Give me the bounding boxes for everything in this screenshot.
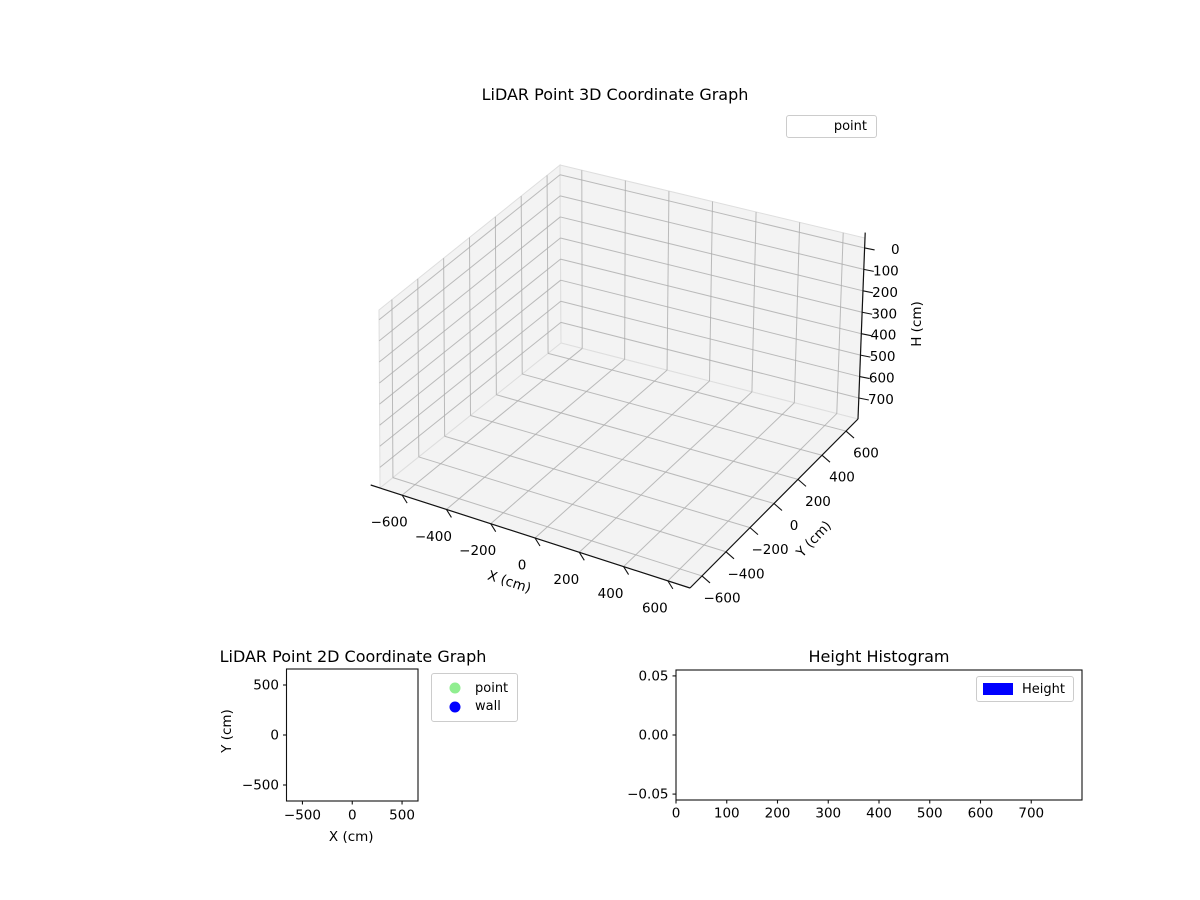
tick-label: 600 [968, 806, 994, 822]
wall-marker-icon [449, 701, 461, 713]
plot2d-legend-item-point: point [441, 679, 508, 698]
tick-label: 600 [853, 446, 879, 462]
tick-label: 0.05 [638, 668, 668, 684]
plot2d-legend: point wall [431, 673, 518, 722]
tick-label: 0 [270, 728, 279, 744]
tick-label: 400 [829, 470, 855, 486]
tick-label: 500 [389, 808, 415, 824]
plot2d-axes: −500 0 500 500 0 −500 X (cm) Y (cm) [219, 668, 419, 845]
plot2d-legend-item-wall: wall [441, 698, 508, 717]
histogram-title: Height Histogram [808, 647, 950, 666]
tick-label: 400 [598, 586, 624, 602]
tick-label: H (cm) [909, 301, 925, 347]
tick-label: 400 [871, 328, 897, 344]
tick-label: 0 [672, 806, 681, 822]
tick-label: −400 [415, 529, 452, 545]
tick-label: −500 [242, 778, 279, 794]
tick-label: 400 [866, 806, 892, 822]
histogram-legend-label-height: Height [1022, 681, 1065, 697]
tick-label: 0 [518, 558, 527, 574]
tick-label: 0 [348, 808, 357, 824]
tick-label: −0.05 [627, 787, 668, 803]
tick-label: 500 [870, 349, 896, 365]
tick-label: 100 [873, 263, 899, 279]
tick-label: 600 [642, 600, 668, 616]
plot2d-title: LiDAR Point 2D Coordinate Graph [219, 647, 487, 666]
tick-label: 100 [714, 806, 740, 822]
tick-label: 300 [815, 806, 841, 822]
height-swatch-icon [983, 683, 1013, 695]
tick-label: −600 [371, 515, 408, 531]
plot3d-grid [378, 170, 865, 582]
tick-label: 200 [872, 285, 898, 301]
tick-label: 200 [805, 494, 831, 510]
tick-label: −500 [284, 808, 321, 824]
plot2d-legend-label-wall: wall [475, 699, 501, 715]
tick-label: 600 [869, 371, 895, 387]
tick-label: 200 [765, 806, 791, 822]
tick-label: −200 [751, 542, 788, 558]
tick-label: Y (cm) [793, 518, 835, 562]
tick-label: X (cm) [329, 829, 374, 845]
tick-label: 300 [871, 306, 897, 322]
tick-label: 0 [790, 518, 799, 534]
tick-label: 0.00 [638, 728, 668, 744]
tick-label: 0 [891, 242, 900, 258]
plot3d-legend: point [786, 115, 877, 138]
plot3d-title: LiDAR Point 3D Coordinate Graph [481, 85, 749, 104]
tick-label: −400 [727, 566, 764, 582]
point-marker-icon [449, 682, 461, 694]
histogram-legend: Height [976, 676, 1074, 702]
tick-label: Y (cm) [219, 709, 235, 754]
histogram-axes: 0 100 200 300 400 500 600 700 0.05 0.00 −0.05 [627, 668, 1083, 822]
tick-label: 500 [253, 678, 279, 694]
point-marker-blank [796, 122, 826, 132]
tick-label: −200 [459, 543, 496, 559]
plot2d-legend-label-point: point [475, 680, 509, 696]
tick-label: 700 [868, 392, 894, 408]
tick-label: 700 [1018, 806, 1044, 822]
plot3d-legend-label-point: point [833, 119, 867, 134]
tick-label: 200 [553, 572, 579, 588]
tick-label: −600 [703, 590, 740, 606]
tick-label: 500 [917, 806, 943, 822]
